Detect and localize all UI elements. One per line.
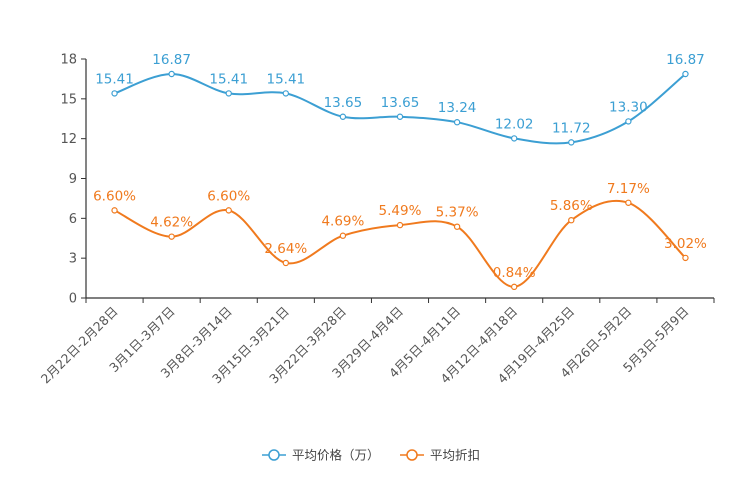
data-label: 13.24 — [438, 100, 477, 116]
data-label: 16.87 — [152, 52, 191, 68]
data-point[interactable] — [682, 70, 689, 78]
legend-label: 平均价格（万） — [292, 448, 380, 463]
data-point[interactable] — [282, 259, 290, 267]
data-point[interactable] — [625, 199, 632, 206]
data-point[interactable] — [568, 139, 575, 146]
data-label: 5.49% — [379, 203, 422, 219]
data-label: 0.84% — [493, 265, 536, 281]
data-label: 13.65 — [381, 95, 420, 111]
data-point[interactable] — [625, 118, 632, 125]
y-tick-label: 18 — [60, 53, 77, 68]
y-tick-label: 0 — [69, 292, 77, 307]
data-point[interactable] — [339, 232, 347, 239]
data-point[interactable] — [339, 113, 347, 120]
data-point[interactable] — [453, 119, 461, 126]
data-point[interactable] — [396, 113, 404, 120]
data-point[interactable] — [510, 283, 518, 291]
series-group: 15.41 16.87 15.41 15.41 13.65 13.65 13.24 12.02… — [93, 52, 707, 291]
data-point[interactable] — [111, 207, 118, 214]
data-label: 13.30 — [609, 99, 648, 115]
data-point[interactable] — [111, 90, 118, 97]
data-label: 5.86% — [550, 198, 593, 214]
legend-marker-icon — [406, 449, 418, 461]
x-tick-label: 2月22日-2月28日 — [38, 304, 121, 387]
legend-marker-icon — [268, 449, 280, 461]
data-label: 15.41 — [209, 71, 248, 87]
y-tick-label: 3 — [69, 252, 77, 267]
data-label: 5.37% — [436, 205, 479, 221]
data-point[interactable] — [682, 254, 689, 262]
data-point[interactable] — [225, 90, 232, 97]
data-label: 15.41 — [95, 71, 134, 87]
data-label: 4.62% — [150, 215, 193, 231]
series-avg-discount: 6.60% 4.62% 6.60% 2.64% 4.69% 5.49% 5.37% 0.84%… — [93, 181, 707, 291]
data-label: 12.02 — [495, 116, 534, 132]
data-point[interactable] — [568, 216, 575, 224]
data-label: 3.02% — [664, 236, 707, 252]
y-tick-label: 12 — [60, 132, 77, 147]
data-label: 16.87 — [666, 52, 705, 68]
data-point[interactable] — [168, 233, 175, 240]
y-tick-label: 6 — [69, 212, 77, 227]
data-point[interactable] — [225, 207, 232, 214]
data-label: 6.60% — [207, 188, 250, 204]
legend-label: 平均折扣 — [430, 448, 480, 463]
data-label: 4.69% — [321, 214, 364, 230]
y-tick-label: 15 — [60, 92, 77, 107]
y-tick-label: 9 — [69, 172, 77, 187]
series-avg-price: 15.41 16.87 15.41 15.41 13.65 13.65 13.24 12.02… — [95, 52, 705, 146]
data-label: 2.64% — [264, 241, 307, 257]
data-point[interactable] — [453, 223, 461, 230]
data-label: 7.17% — [607, 181, 650, 197]
data-point[interactable] — [168, 70, 175, 78]
data-point[interactable] — [282, 90, 290, 97]
data-label: 11.72 — [552, 120, 591, 136]
data-label: 15.41 — [266, 71, 305, 87]
data-point[interactable] — [510, 135, 518, 142]
data-label: 13.65 — [324, 95, 363, 111]
data-point[interactable] — [396, 221, 404, 229]
legend[interactable]: 平均价格（万） 平均折扣 — [262, 448, 480, 463]
legend-item[interactable]: 平均折扣 — [400, 448, 480, 463]
data-label: 6.60% — [93, 188, 136, 204]
legend-item[interactable]: 平均价格（万） — [262, 448, 380, 463]
